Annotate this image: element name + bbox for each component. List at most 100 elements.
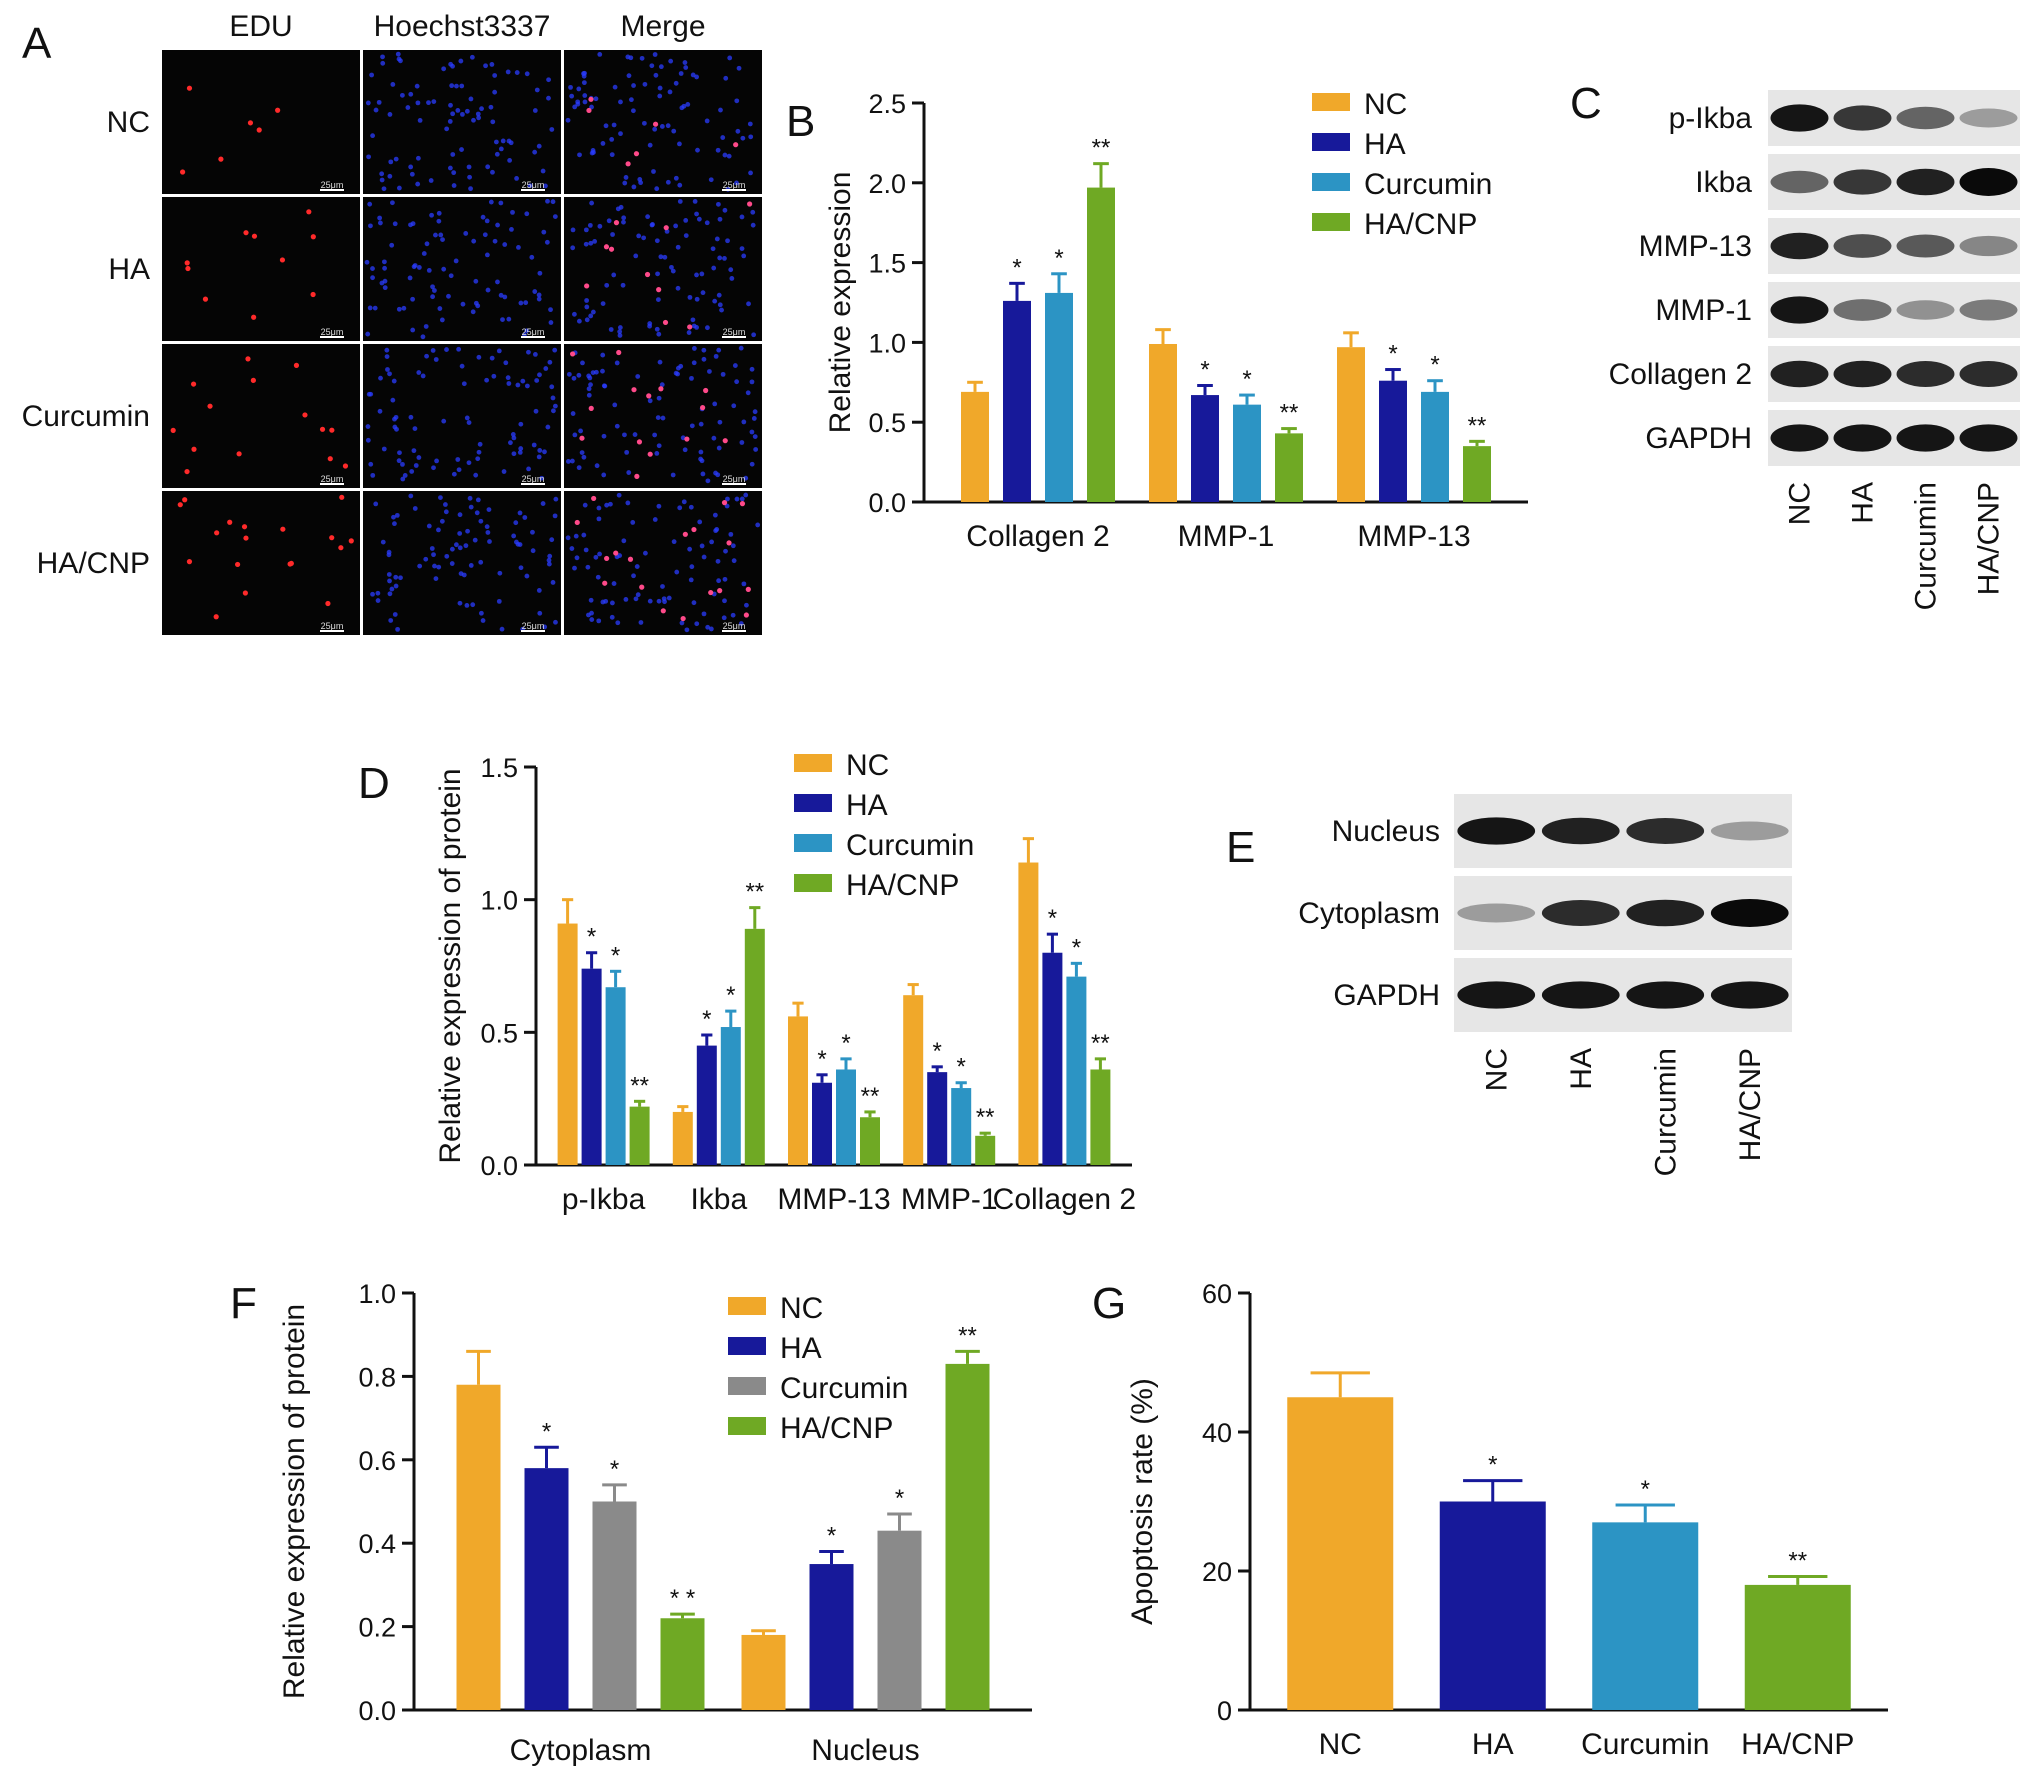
nucleus-dot (623, 175, 629, 180)
nucleus-dot (387, 173, 393, 179)
nucleus-dot (542, 624, 548, 630)
chart-D-bar-0-2 (605, 987, 626, 1165)
nucleus-dot (444, 553, 450, 559)
nucleus-dot (368, 461, 374, 467)
nucleus-dot (493, 139, 499, 145)
nucleus-dot (416, 370, 422, 375)
nucleus-dot (524, 328, 530, 334)
nucleus-dot (585, 564, 591, 570)
nucleus-dot (683, 65, 689, 70)
nucleus-dot (397, 450, 402, 456)
scale-bar-label: 25μm (321, 180, 344, 190)
edu-dot (569, 351, 576, 357)
nucleus-dot (667, 89, 673, 95)
nucleus-dot (396, 185, 402, 191)
nucleus-dot (610, 600, 615, 606)
nucleus-dot (428, 178, 434, 183)
chart-F-bar-1-1 (809, 1564, 854, 1710)
nucleus-dot (549, 127, 555, 132)
nucleus-dot (392, 416, 397, 422)
edu-dot (213, 614, 219, 620)
nucleus-dot (735, 128, 741, 134)
nucleus-dot (740, 135, 746, 141)
nucleus-dot (717, 419, 723, 425)
nucleus-dot (689, 423, 695, 429)
edu-dot (245, 356, 251, 362)
edu-dot (743, 612, 749, 618)
nucleus-dot (746, 301, 751, 307)
nucleus-dot (728, 531, 734, 537)
nucleus-dot (600, 368, 605, 374)
nucleus-dot (552, 403, 558, 409)
nucleus-dot (430, 348, 436, 353)
nucleus-dot (446, 293, 451, 299)
nucleus-dot (510, 209, 515, 215)
panel-letter-f: F (230, 1279, 257, 1328)
nucleus-dot (439, 518, 445, 524)
nucleus-dot (671, 539, 677, 545)
edu-dot (275, 107, 281, 113)
blot-e-band-1-0 (1457, 903, 1536, 923)
chart-D-sig-4-3: ** (1091, 1030, 1110, 1057)
nucleus-dot (421, 251, 427, 256)
nucleus-dot (407, 275, 413, 281)
nucleus-dot (751, 332, 757, 338)
nucleus-dot (523, 300, 529, 306)
nucleus-dot (593, 554, 599, 560)
panel-letter-b: B (786, 97, 815, 146)
nucleus-dot (536, 588, 542, 593)
blot-e-band-0-0 (1457, 817, 1536, 845)
nucleus-dot (475, 111, 481, 117)
chart-D-category-label-0: p-Ikba (562, 1183, 646, 1216)
nucleus-dot (430, 284, 435, 290)
nucleus-dot (417, 118, 423, 123)
nucleus-dot (459, 147, 464, 152)
nucleus-dot (750, 209, 756, 215)
edu-dot (603, 244, 610, 250)
chart-D-bar-1-2 (720, 1027, 741, 1165)
nucleus-dot (526, 466, 531, 472)
edu-dot (243, 535, 249, 541)
chart-B-bar-2-0 (1337, 347, 1365, 502)
nucleus-dot (628, 55, 634, 61)
nucleus-dot (570, 227, 576, 233)
nucleus-dot (717, 255, 723, 261)
nucleus-dot (701, 356, 707, 362)
nucleus-dot (476, 115, 482, 121)
nucleus-dot (393, 583, 399, 589)
blot-e-band-2-3 (1710, 981, 1789, 1009)
nucleus-dot (641, 235, 647, 241)
nucleus-dot (711, 265, 717, 271)
edu-dot (616, 349, 622, 356)
nucleus-dot (751, 416, 757, 421)
nucleus-dot (630, 520, 636, 525)
nucleus-dot (442, 502, 448, 507)
nucleus-dot (609, 614, 615, 620)
chart-D-sig-2-2: * (841, 1030, 850, 1057)
nucleus-dot (470, 602, 476, 608)
chart-D-sig-4-2: * (1072, 934, 1081, 961)
nucleus-dot (436, 527, 441, 533)
nucleus-dot (682, 60, 688, 65)
nucleus-dot (379, 171, 385, 177)
nucleus-dot (694, 74, 700, 80)
nucleus-dot (659, 382, 665, 388)
nucleus-dot (645, 214, 651, 220)
nucleus-dot (688, 504, 694, 510)
edu-dot (658, 386, 664, 392)
nucleus-dot (396, 56, 402, 62)
nucleus-dot (633, 253, 639, 259)
nucleus-dot (411, 448, 417, 454)
nucleus-dot (464, 415, 470, 421)
nucleus-dot (546, 95, 551, 101)
micro-row-label-0: NC (107, 106, 150, 139)
nucleus-dot (495, 279, 500, 285)
nucleus-dot (417, 563, 423, 569)
chart-D-ytick-label-1: 0.5 (480, 1018, 518, 1048)
nucleus-dot (635, 374, 641, 379)
nucleus-dot (431, 465, 436, 471)
nucleus-dot (387, 112, 393, 117)
blot-c-band-5-3 (1959, 424, 2018, 452)
nucleus-dot (694, 272, 699, 278)
blot-c-band-5-1 (1833, 424, 1892, 452)
